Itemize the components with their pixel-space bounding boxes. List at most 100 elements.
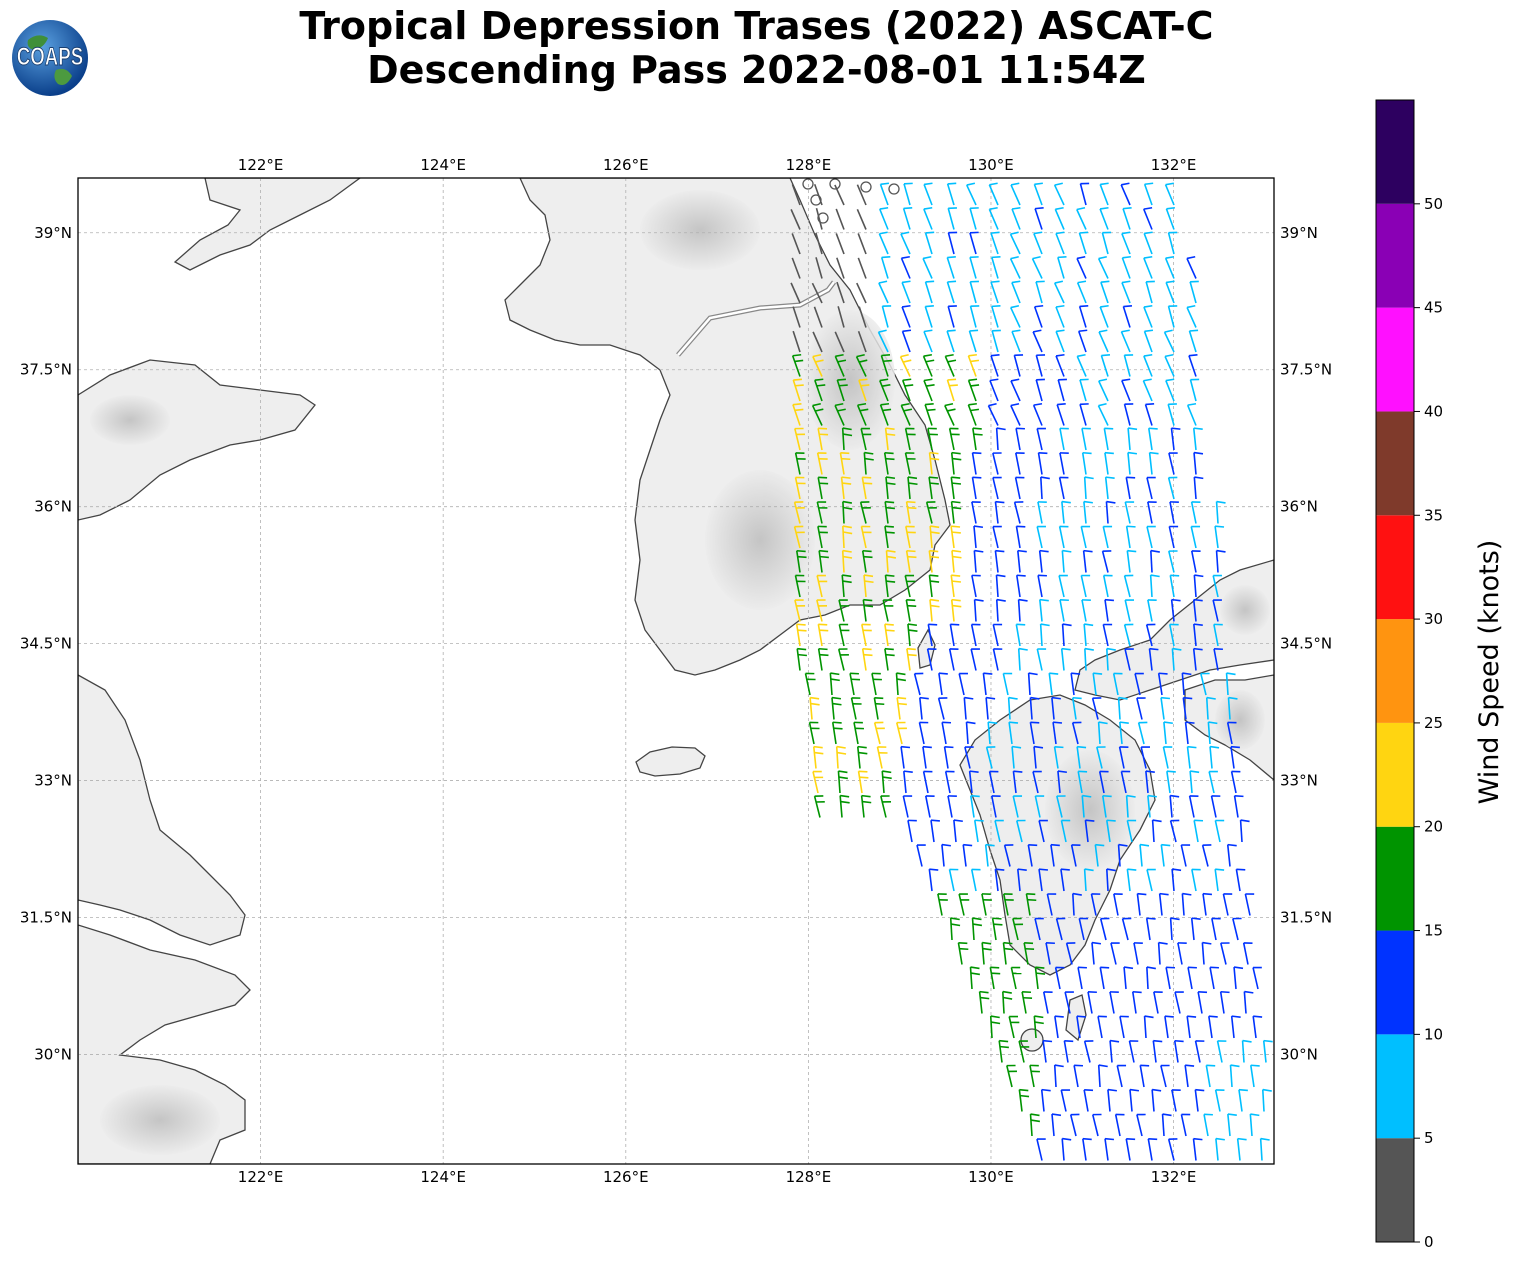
- wind-barbs: [790, 178, 1273, 1161]
- wind-barb: [970, 648, 977, 671]
- wind-barb-flag: [1082, 794, 1092, 798]
- wind-barb: [818, 550, 823, 573]
- wind-barb-flag: [1016, 574, 1026, 577]
- wind-barb: [1121, 282, 1131, 304]
- wind-barb-flag: [904, 384, 914, 387]
- wind-barb: [1125, 526, 1131, 549]
- wind-barb-flag: [1194, 574, 1204, 578]
- wind-barb: [1057, 257, 1065, 279]
- wind-barb-flag: [952, 604, 962, 608]
- title-line-1: Tropical Depression Trases (2022) ASCAT-…: [299, 4, 1214, 48]
- wind-barb: [947, 795, 953, 818]
- wind-barb-flag: [1187, 402, 1197, 406]
- wind-barb: [1058, 575, 1065, 598]
- wind-barb: [814, 379, 823, 402]
- wind-barb: [1076, 1016, 1081, 1039]
- wind-barb-flag: [952, 457, 962, 461]
- wind-barb: [1072, 893, 1075, 916]
- wind-barb: [1073, 1065, 1079, 1088]
- wind-barb: [1166, 771, 1171, 794]
- wind-barb: [967, 380, 977, 402]
- wind-barb: [1125, 795, 1129, 818]
- wind-barb-flag: [982, 947, 992, 951]
- wind-barb-flag: [1079, 305, 1089, 308]
- wind-barb: [1035, 281, 1043, 304]
- wind-barb-flag: [906, 647, 916, 651]
- wind-barb-flag: [815, 359, 824, 363]
- wind-barb: [1010, 967, 1017, 990]
- wind-barb: [1214, 526, 1219, 549]
- wind-barb: [817, 477, 823, 500]
- wind-barb: [857, 771, 863, 794]
- wind-barb: [922, 746, 927, 769]
- wind-barb: [1084, 820, 1089, 843]
- wind-barb-flag: [970, 972, 981, 976]
- wind-barb: [1169, 624, 1175, 647]
- wind-barb-flag: [951, 451, 961, 455]
- wind-barb-flag: [1127, 549, 1137, 553]
- wind-barb: [1148, 648, 1153, 671]
- wind-barb-flag: [944, 402, 954, 407]
- wind-barb-flag: [1032, 329, 1042, 333]
- wind-barb: [1121, 380, 1131, 402]
- wind-barb: [1083, 476, 1087, 500]
- wind-barb-flag: [966, 721, 976, 725]
- wind-barb-flag: [830, 678, 840, 682]
- wind-barb: [1136, 1114, 1143, 1137]
- wind-barb: [1229, 1064, 1233, 1088]
- wind-barb: [1230, 1016, 1235, 1039]
- wind-barb-flag: [1051, 696, 1061, 700]
- wind-barb: [1104, 477, 1109, 500]
- wind-barb-flag: [1126, 794, 1136, 798]
- wind-barb: [1061, 1138, 1065, 1161]
- wind-barb-flag: [1152, 1088, 1162, 1092]
- wind-barb-flag: [1149, 451, 1159, 455]
- wind-barb: [1076, 355, 1087, 377]
- wind-barb-flag: [1227, 843, 1237, 847]
- wind-barb: [1261, 1089, 1265, 1112]
- wind-barb: [1123, 575, 1131, 598]
- wind-barb: [813, 306, 823, 328]
- wind-barb-flag: [1098, 1064, 1108, 1068]
- wind-barb: [1034, 208, 1043, 230]
- wind-barb: [1190, 918, 1195, 941]
- wind-barb: [995, 427, 999, 451]
- wind-barb: [1146, 526, 1153, 549]
- wind-barb: [1076, 282, 1087, 304]
- wind-barb-flag: [1020, 1094, 1030, 1098]
- wind-barb: [1061, 623, 1065, 647]
- wind-barb: [1055, 331, 1065, 353]
- wind-barb: [1011, 746, 1015, 769]
- wind-barb: [1189, 379, 1197, 402]
- wind-barb: [1104, 1138, 1109, 1161]
- wind-barb-flag: [814, 751, 824, 755]
- wind-barb: [895, 672, 899, 696]
- wind-barb-flag: [1170, 917, 1180, 921]
- wind-barb: [947, 232, 955, 255]
- wind-barb: [902, 795, 909, 818]
- colorbar: 0 5 10 15 20 25 30 35 40 45 50: [1375, 99, 1443, 1251]
- wind-barb: [1077, 771, 1083, 794]
- wind-barb: [905, 526, 911, 549]
- wind-barb: [1139, 844, 1143, 867]
- wind-barb: [1003, 844, 1011, 867]
- wind-barb: [1102, 624, 1109, 647]
- wind-barb: [856, 184, 867, 206]
- wind-barb-flag: [836, 745, 846, 749]
- wind-barb: [1186, 258, 1197, 279]
- wind-barb: [1052, 722, 1057, 745]
- wind-barb-flag: [974, 549, 984, 553]
- wind-barb-flag: [929, 549, 939, 553]
- colorbar-tick-label: 5: [1424, 1129, 1434, 1147]
- wind-barb: [1161, 1113, 1165, 1137]
- wind-barb: [1079, 183, 1087, 206]
- wind-barb-flag: [1121, 329, 1130, 333]
- wind-barb: [949, 917, 953, 941]
- wind-barb-flag: [818, 623, 828, 626]
- wind-barb-flag: [1084, 623, 1094, 627]
- wind-barb: [873, 697, 879, 720]
- wind-barb: [947, 306, 955, 328]
- wind-barb: [1205, 1065, 1211, 1088]
- lon-tick-label: 122°E: [238, 1168, 284, 1186]
- wind-barb: [928, 452, 933, 475]
